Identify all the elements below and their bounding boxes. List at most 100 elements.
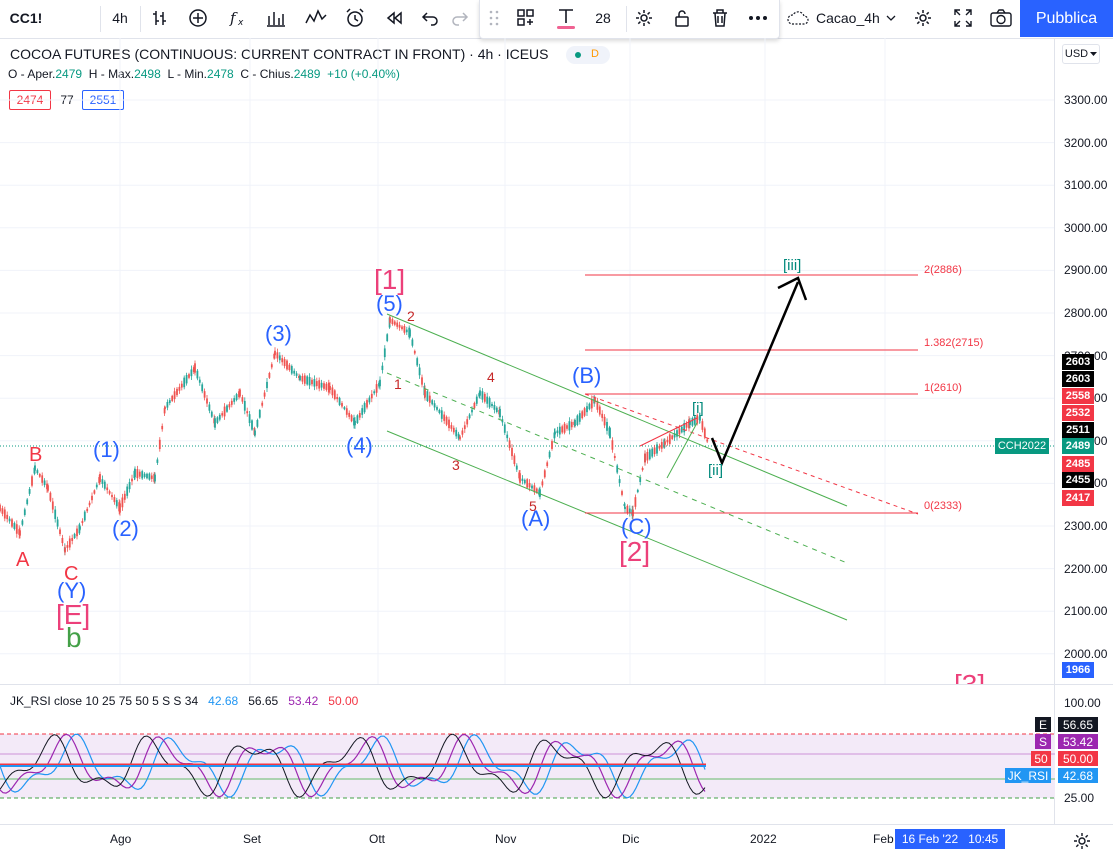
candle-body — [71, 537, 74, 541]
candle-body — [588, 403, 591, 410]
axis-settings-button[interactable] — [1068, 826, 1096, 856]
rsi-tag-S-text: S — [1038, 734, 1047, 749]
template-button[interactable] — [512, 0, 540, 36]
subwave-label-3: 3 — [452, 457, 460, 473]
price-tag: 2532 — [1062, 405, 1094, 421]
publish-button[interactable]: Pubblica — [1020, 0, 1113, 37]
rsi-tag-E-label: E — [1035, 717, 1051, 732]
price-axis-label: 2100.00 — [1064, 604, 1108, 619]
interval-button[interactable]: 4h — [104, 0, 136, 36]
price-axis-label: 2200.00 — [1064, 561, 1108, 576]
font-size-select[interactable]: 28 — [588, 0, 618, 36]
wedge-line-bottom[interactable] — [666, 422, 698, 479]
fullscreen-icon — [954, 9, 972, 27]
candle-body — [158, 439, 161, 449]
wave-label-i: [i] — [692, 400, 704, 417]
candle-body — [41, 475, 44, 483]
candle-body — [190, 369, 193, 377]
text-t-icon — [557, 9, 575, 29]
time-label-dic: Dic — [622, 832, 640, 846]
ellipsis-icon — [749, 16, 767, 20]
price-chart[interactable]: 2(2886) 1.382(2715) 1(2610) 0(2333) A B … — [0, 38, 1055, 684]
candle-body — [389, 317, 391, 323]
symbol-title[interactable]: COCOA FUTURES (CONTINUOUS: CURRENT CONTR… — [10, 46, 549, 62]
bar-style-button[interactable] — [146, 0, 174, 36]
compare-button[interactable] — [184, 0, 212, 36]
candle-body — [370, 393, 373, 399]
close-label: C - Chius. — [240, 67, 294, 81]
candle-body — [336, 397, 339, 400]
candle-body — [338, 397, 341, 406]
channel-upper-line[interactable] — [386, 313, 848, 507]
candle-body — [658, 445, 661, 449]
wave-label-big3: [3] — [954, 669, 985, 684]
more-button[interactable] — [744, 0, 772, 36]
fullscreen-button[interactable] — [948, 0, 978, 36]
layout-select-button[interactable]: Cacao_4h — [786, 0, 906, 36]
candle-body — [546, 462, 549, 467]
status-badge[interactable]: D — [566, 46, 610, 64]
red-trendline[interactable] — [584, 393, 919, 515]
candle-body — [99, 473, 101, 483]
currency-select[interactable]: USD — [1062, 44, 1100, 64]
pane-separator[interactable] — [0, 684, 1113, 685]
replay-button[interactable] — [380, 0, 408, 36]
crosshair-time-text: 16 Feb '22 10:45 — [901, 832, 999, 846]
candle-body — [43, 480, 46, 486]
wedge-line-top[interactable] — [639, 417, 698, 447]
settings-button[interactable] — [630, 0, 658, 36]
price-axis-label: 2300.00 — [1064, 519, 1108, 533]
price-tag: 2417 — [1062, 490, 1094, 506]
lock-button[interactable] — [668, 0, 696, 36]
delete-button[interactable] — [706, 0, 734, 36]
symbol-title-text: COCOA FUTURES (CONTINUOUS: CURRENT CONTR… — [10, 46, 549, 62]
candle-body — [11, 519, 13, 527]
candle-body — [325, 383, 328, 390]
candle-body — [393, 321, 396, 325]
chevron-down-icon — [886, 15, 896, 21]
rsi-axis-top: 100.00 — [1064, 696, 1101, 710]
financials-button[interactable] — [262, 0, 290, 36]
candle-body — [121, 497, 124, 508]
candle-body — [343, 407, 346, 410]
candle-body — [513, 455, 516, 465]
candle-body — [678, 428, 681, 435]
candle-body — [653, 447, 656, 455]
templates-button[interactable] — [302, 0, 330, 36]
channel-midline[interactable] — [386, 372, 848, 564]
candle-body — [611, 440, 614, 450]
wave-label-C: C — [64, 563, 78, 585]
candle-body — [141, 471, 144, 479]
alert-button[interactable] — [340, 0, 370, 36]
cloud-icon — [787, 11, 809, 25]
symbol-search-button[interactable]: CC1! — [4, 0, 48, 36]
rsi-legend[interactable]: JK_RSI close 10 25 75 50 5 S S 34 42.68 … — [10, 694, 358, 708]
channel-lower-line[interactable] — [386, 430, 848, 621]
candle-body — [628, 508, 631, 514]
redo-button[interactable] — [446, 0, 474, 36]
snapshot-button[interactable] — [986, 0, 1016, 36]
drag-handle[interactable] — [484, 0, 504, 36]
candle-body — [691, 417, 694, 426]
wave-label-3: (3) — [265, 321, 292, 346]
candle-body — [396, 322, 399, 327]
high-value: 2498 — [134, 67, 161, 81]
candle-body — [171, 395, 174, 401]
candle-body — [646, 451, 649, 461]
candle-body — [238, 391, 240, 398]
candle-body — [156, 459, 159, 463]
rsi-axis-bottom: 25.00 — [1064, 791, 1095, 805]
arrow-head — [777, 276, 808, 301]
undo-button[interactable] — [416, 0, 444, 36]
candle-body — [148, 473, 151, 480]
subwave-label-1: 1 — [394, 376, 402, 392]
candle-body — [93, 490, 96, 494]
candle-body — [345, 408, 348, 415]
text-color-button[interactable] — [552, 0, 580, 36]
chart-settings-button[interactable] — [908, 0, 938, 36]
projection-path[interactable] — [710, 281, 800, 467]
candle-body — [673, 433, 676, 438]
rsi-pane[interactable] — [0, 686, 1055, 824]
candle-body — [256, 420, 259, 427]
